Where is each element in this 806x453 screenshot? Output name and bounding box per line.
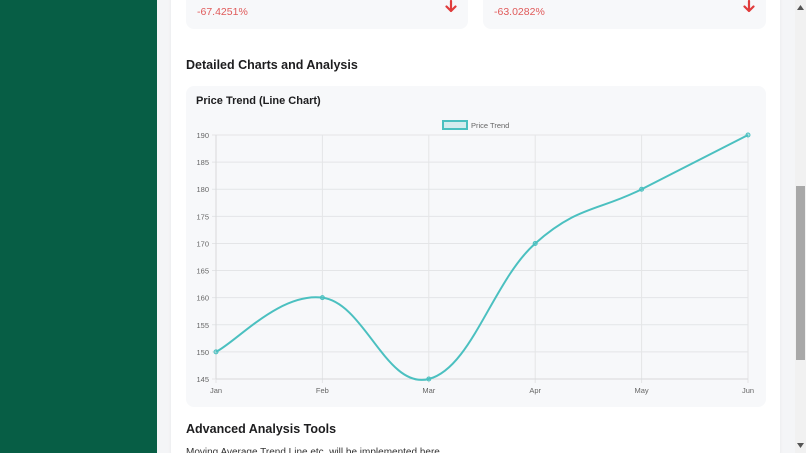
scroll-down-arrow-icon[interactable] bbox=[795, 440, 806, 451]
chart-title: Price Trend (Line Chart) bbox=[196, 95, 321, 107]
x-tick-label: Feb bbox=[316, 386, 329, 395]
line-chart: 145 150 155 160 165 170 175 180 185 190 Jan Feb Mar A… bbox=[196, 120, 754, 395]
y-tick-label: 165 bbox=[196, 267, 209, 276]
x-tick-label: Jan bbox=[210, 386, 222, 395]
scrollbar-thumb[interactable] bbox=[796, 186, 805, 360]
section-title-charts: Detailed Charts and Analysis bbox=[186, 58, 358, 72]
scroll-up-arrow-icon[interactable] bbox=[795, 2, 806, 13]
series-line-price-trend bbox=[215, 134, 749, 381]
y-tick-label: 180 bbox=[196, 185, 209, 194]
y-tick-label: 150 bbox=[196, 348, 209, 357]
data-point[interactable] bbox=[319, 295, 325, 301]
data-point[interactable] bbox=[426, 376, 432, 382]
advanced-tools-description: Moving Average Trend Line etc. will be i… bbox=[186, 447, 440, 453]
legend-label[interactable]: Price Trend bbox=[471, 121, 509, 130]
y-tick-label: 190 bbox=[196, 131, 209, 140]
data-point[interactable] bbox=[745, 132, 751, 138]
stat-value: -67.4251% bbox=[197, 6, 248, 18]
y-tick-label: 160 bbox=[196, 294, 209, 303]
y-tick-label: 155 bbox=[196, 321, 209, 330]
y-tick-label: 185 bbox=[196, 158, 209, 167]
arrow-down-icon bbox=[743, 0, 755, 13]
data-point[interactable] bbox=[639, 186, 645, 192]
chart-card-price-trend: Price Trend (Line Chart) 145 150 155 160 165… bbox=[186, 86, 766, 407]
stat-card-1: -67.4251% bbox=[186, 0, 468, 29]
x-tick-label: May bbox=[635, 386, 649, 395]
arrow-down-icon bbox=[445, 0, 457, 13]
sidebar bbox=[0, 0, 157, 453]
stat-card-2: -63.0282% bbox=[483, 0, 766, 29]
x-tick-label: Apr bbox=[529, 386, 541, 395]
legend-swatch[interactable] bbox=[442, 120, 468, 130]
y-tick-label: 145 bbox=[196, 375, 209, 384]
y-tick-label: 175 bbox=[196, 212, 209, 221]
vertical-scrollbar[interactable] bbox=[795, 0, 806, 453]
section-title-advanced-tools: Advanced Analysis Tools bbox=[186, 422, 337, 436]
x-tick-label: Jun bbox=[742, 386, 754, 395]
data-point[interactable] bbox=[532, 240, 538, 246]
y-tick-label: 170 bbox=[196, 239, 209, 248]
data-point[interactable] bbox=[213, 349, 219, 355]
stat-value: -63.0282% bbox=[494, 6, 545, 18]
x-tick-label: Mar bbox=[422, 386, 435, 395]
